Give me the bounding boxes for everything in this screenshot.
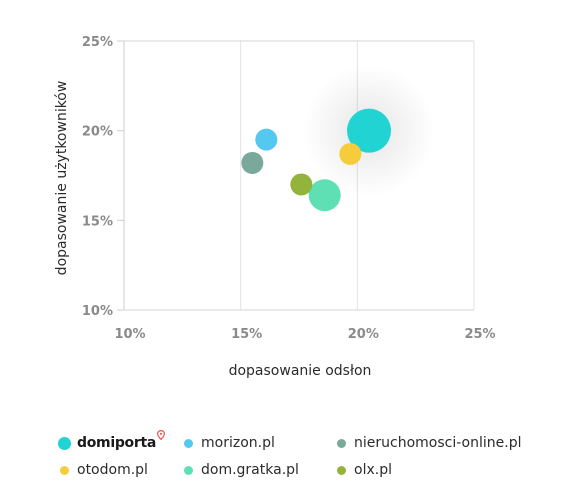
point-nieruchomosci-online-pl xyxy=(241,151,264,174)
point-dom-gratka-pl xyxy=(308,179,341,212)
y-tick-label: 20% xyxy=(82,125,113,140)
legend-label-olx: olx.pl xyxy=(354,462,392,478)
data-points xyxy=(241,108,391,212)
legend-item-morizon: morizon.pl xyxy=(184,432,275,454)
x-tick-label: 10% xyxy=(114,327,145,342)
tick-labels: 10% 15% 20% 25% 10% 15% 20% 25% xyxy=(82,35,496,342)
legend-item-nieruchomosci-online: nieruchomosci-online.pl xyxy=(337,432,521,454)
legend-label-morizon: morizon.pl xyxy=(201,435,275,451)
legend-item-olx: olx.pl xyxy=(337,459,392,481)
y-tick-label: 25% xyxy=(82,35,113,50)
legend-dot-nieruchomosci-online xyxy=(337,438,346,448)
legend-dot-olx xyxy=(337,465,346,475)
point-otodom-pl xyxy=(339,142,362,165)
y-axis-title: dopasowanie użytkowników xyxy=(54,81,70,276)
scatter-chart: 10% 15% 20% 25% 10% 15% 20% 25% dopasowanie ods… xyxy=(54,35,496,379)
legend-item-otodom: otodom.pl xyxy=(60,459,148,481)
legend-dot-morizon xyxy=(184,438,193,448)
x-tick-label: 15% xyxy=(231,327,262,342)
domiporta-logo: domiporta xyxy=(77,430,166,451)
y-tick-label: 15% xyxy=(82,214,113,229)
legend-label-nieruchomosci-online: nieruchomosci-online.pl xyxy=(354,435,522,451)
legend-label-otodom: otodom.pl xyxy=(77,462,148,478)
legend-item-domiporta: domiporta xyxy=(58,430,166,454)
y-tick-label: 10% xyxy=(82,304,113,319)
legend-item-dom-gratka: dom.gratka.pl xyxy=(184,459,299,481)
x-tick-label: 20% xyxy=(348,327,379,342)
point-olx-pl xyxy=(290,173,313,196)
map-pin-icon xyxy=(157,430,166,440)
legend-dot-dom-gratka xyxy=(184,465,193,475)
legend-label-dom-gratka: dom.gratka.pl xyxy=(201,462,299,478)
x-axis-title: dopasowanie odsłon xyxy=(229,363,372,379)
x-tick-label: 25% xyxy=(464,327,495,342)
point-domiporta xyxy=(347,108,391,153)
legend-dot-domiporta xyxy=(58,436,71,450)
legend-dot-otodom xyxy=(60,465,69,475)
point-morizon-pl xyxy=(255,128,278,151)
